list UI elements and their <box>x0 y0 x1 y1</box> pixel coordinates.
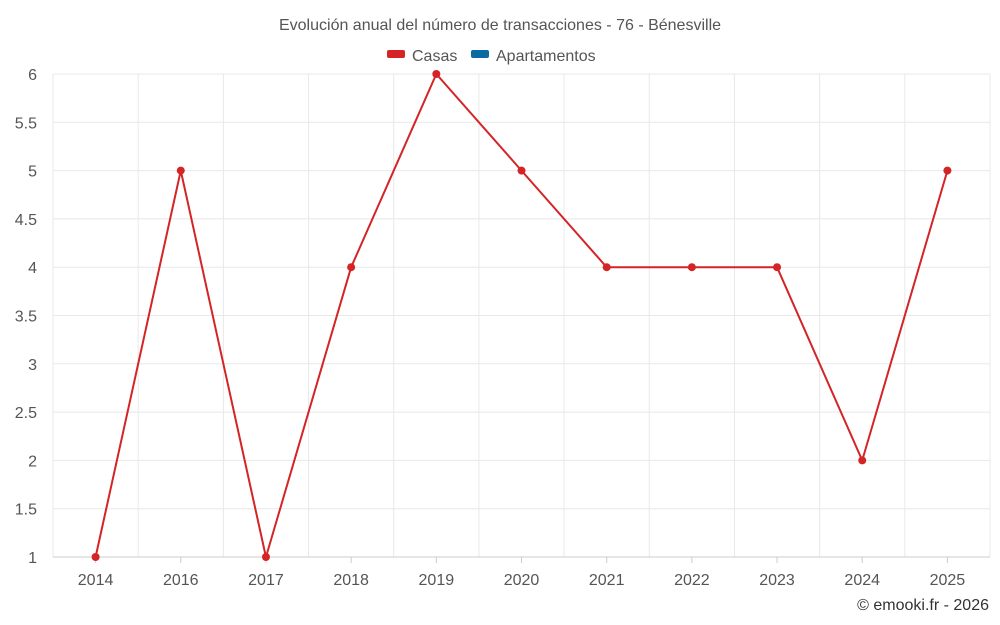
x-tick-label: 2020 <box>504 572 540 589</box>
data-point-casas[interactable] <box>687 263 696 272</box>
y-tick-label: 1.5 <box>15 502 37 519</box>
data-point-casas[interactable] <box>943 166 952 175</box>
legend: Casas Apartamentos <box>387 48 596 65</box>
grid <box>52 73 991 558</box>
data-point-casas[interactable] <box>91 553 100 561</box>
y-tick-label: 2 <box>28 453 37 470</box>
legend-label-apartamentos: Apartamentos <box>496 48 596 65</box>
x-tick-label: 2024 <box>844 572 880 589</box>
y-axis: 1 1.5 2 2.5 3 3.5 4 4.5 5 5.5 6 <box>15 67 37 567</box>
x-axis: 2014 2016 2017 2018 2019 2020 2021 2022 2023 2024… <box>53 556 990 589</box>
x-tick-label: 2017 <box>248 572 284 589</box>
x-tick-label: 2014 <box>78 572 114 589</box>
legend-item-casas[interactable]: Casas <box>387 48 457 65</box>
x-tick-label: 2016 <box>163 572 199 589</box>
data-point-casas[interactable] <box>347 263 356 272</box>
legend-item-apartamentos[interactable]: Apartamentos <box>471 48 596 65</box>
x-tick-label: 2025 <box>930 572 966 589</box>
data-point-casas[interactable] <box>602 263 611 272</box>
data-point-casas[interactable] <box>261 553 270 561</box>
x-tick-label: 2021 <box>589 572 625 589</box>
y-tick-label: 6 <box>28 67 37 84</box>
y-tick-label: 3.5 <box>15 309 37 326</box>
x-tick-label: 2018 <box>333 572 369 589</box>
data-point-casas[interactable] <box>432 70 441 78</box>
credit-text: © emooki.fr - 2026 <box>857 597 989 614</box>
y-tick-label: 2.5 <box>15 405 37 422</box>
legend-label-casas: Casas <box>412 48 457 65</box>
y-tick-label: 3 <box>28 357 37 374</box>
y-tick-label: 4 <box>28 260 37 277</box>
legend-swatch-casas <box>387 50 405 58</box>
y-tick-label: 5.5 <box>15 115 37 132</box>
data-point-casas[interactable] <box>176 166 185 175</box>
data-point-casas[interactable] <box>858 456 867 465</box>
chart-title: Evolución anual del número de transaccio… <box>279 17 721 34</box>
x-tick-label: 2022 <box>674 572 710 589</box>
y-tick-label: 5 <box>28 164 37 181</box>
legend-swatch-apartamentos <box>471 50 489 58</box>
data-point-casas[interactable] <box>773 263 782 272</box>
y-tick-label: 1 <box>28 550 37 567</box>
plot-area <box>91 70 952 561</box>
x-tick-label: 2023 <box>759 572 795 589</box>
x-tick-label: 2019 <box>419 572 455 589</box>
data-point-casas[interactable] <box>517 166 526 175</box>
y-tick-label: 4.5 <box>15 212 37 229</box>
